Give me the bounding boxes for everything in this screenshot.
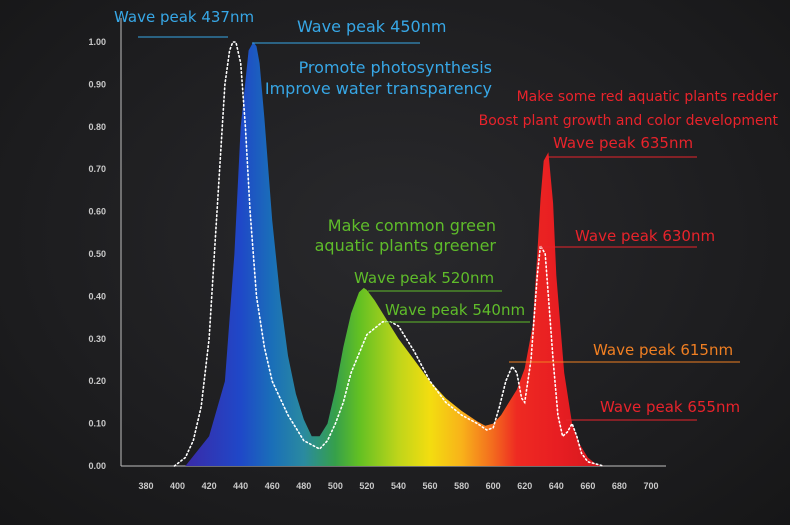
x-tick-label: 440 (233, 481, 248, 491)
annotation-line: Wave peak 615nm (593, 341, 733, 359)
annotation-line: Wave peak 635nm (553, 134, 693, 152)
x-tick-label: 600 (486, 481, 501, 491)
y-tick-label: 0.00 (88, 461, 106, 471)
annotation-label: Wave peak 520nm (354, 269, 494, 287)
annotation-line: Wave peak 437nm (114, 8, 254, 26)
x-tick-label: 620 (517, 481, 532, 491)
x-tick-label: 680 (612, 481, 627, 491)
x-tick-label: 580 (454, 481, 469, 491)
annotation-label: Wave peak 540nm (385, 301, 525, 319)
annotation-line: Make common green (328, 216, 496, 235)
x-tick-label: 400 (170, 481, 185, 491)
annotation-label: Wave peak 615nm (593, 341, 733, 359)
annotation-label: Wave peak 630nm (575, 227, 715, 245)
y-tick-label: 0.70 (88, 164, 106, 174)
annotation-line: aquatic plants greener (315, 236, 497, 255)
y-tick-label: 0.20 (88, 376, 106, 386)
x-tick-label: 540 (391, 481, 406, 491)
x-tick-label: 660 (580, 481, 595, 491)
x-tick-label: 520 (359, 481, 374, 491)
x-tick-label: 460 (265, 481, 280, 491)
y-tick-label: 0.50 (88, 249, 106, 259)
annotation-line: Wave peak 520nm (354, 269, 494, 287)
x-tick-label: 500 (328, 481, 343, 491)
y-tick-label: 0.60 (88, 207, 106, 217)
annotation-label: Boost plant growth and color development (479, 113, 779, 129)
annotation-line: Wave peak 450nm (297, 17, 446, 36)
annotation-label: Make common green aquatic plants greener (315, 216, 497, 255)
annotation-label: Make some red aquatic plants redder (517, 89, 779, 105)
spectrum-area (185, 42, 604, 466)
y-tick-label: 0.30 (88, 334, 106, 344)
annotation-label: Wave peak 635nm (553, 134, 693, 152)
annotation-line: Wave peak 540nm (385, 301, 525, 319)
dotted-spectrum-line (173, 41, 605, 467)
annotation-line: Improve water transparency (265, 79, 492, 98)
y-tick-label: 0.10 (88, 419, 106, 429)
annotation-label: Wave peak 437nm (114, 8, 254, 26)
annotation-line: Promote photosynthesis (299, 58, 492, 77)
annotation-line: Boost plant growth and color development (479, 113, 779, 129)
annotation-label: Wave peak 655nm (600, 398, 740, 416)
annotation-line: Wave peak 655nm (600, 398, 740, 416)
x-tick-label: 380 (138, 481, 153, 491)
y-tick-label: 1.00 (88, 37, 106, 47)
x-tick-label: 480 (296, 481, 311, 491)
y-tick-label: 0.90 (88, 79, 106, 89)
annotation-line: Wave peak 630nm (575, 227, 715, 245)
x-tick-label: 700 (643, 481, 658, 491)
y-tick-label: 0.80 (88, 122, 106, 132)
annotation-line: Make some red aquatic plants redder (517, 89, 779, 105)
x-tick-label: 560 (423, 481, 438, 491)
x-tick-label: 640 (549, 481, 564, 491)
annotation-label: Promote photosynthesis Improve water tran… (265, 58, 492, 98)
annotation-label: Wave peak 450nm (297, 17, 446, 36)
y-tick-label: 0.40 (88, 291, 106, 301)
x-tick-label: 420 (202, 481, 217, 491)
